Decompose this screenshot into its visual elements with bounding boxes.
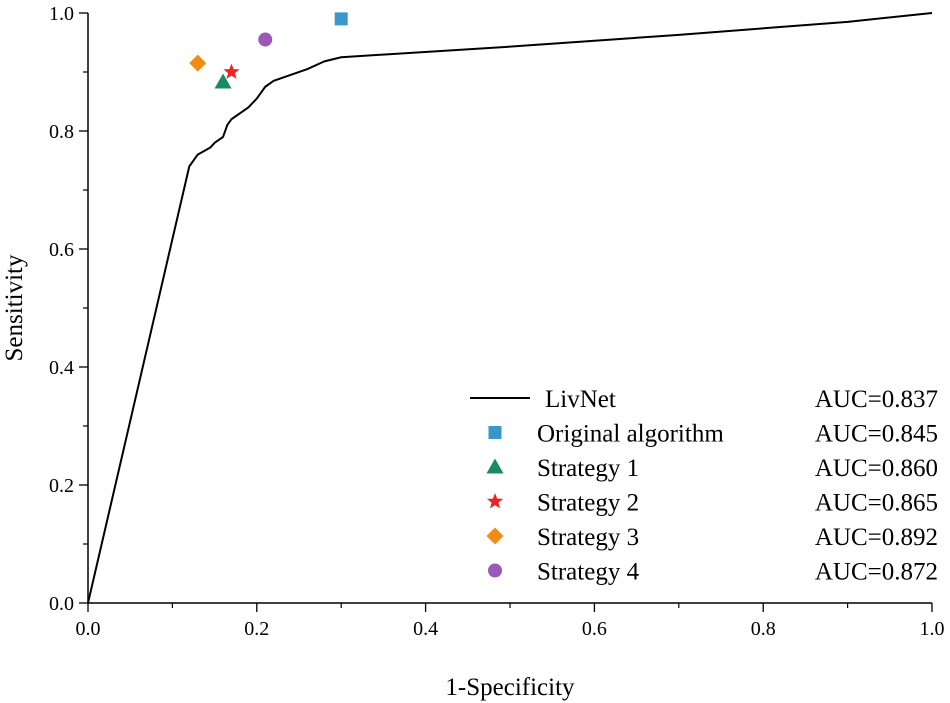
roc-curve-layer <box>87 12 933 604</box>
axes: 0.0 0.2 0.4 0.6 0.8 1.0 0.0 0.2 0.4 0.6 0.8 1.0 <box>49 3 945 640</box>
legend-marker-strategy-1 <box>486 458 504 474</box>
point-strategy-4 <box>258 32 273 47</box>
x-tick-label: 0.2 <box>244 618 269 640</box>
y-tick-label: 0.4 <box>49 357 74 379</box>
legend-label-strategy-1: Strategy 1 <box>537 455 639 482</box>
point-strategy-2 <box>223 63 240 79</box>
roc-curve-livnet <box>87 12 933 604</box>
point-strategy-3 <box>189 54 207 72</box>
legend-auc-strategy-2: AUC=0.865 <box>815 490 938 517</box>
legend-auc-livnet: AUC=0.837 <box>815 386 938 413</box>
point-original-algorithm <box>334 12 348 26</box>
y-axis-title: Sensitivity <box>1 254 28 361</box>
x-tick-label: 0.6 <box>582 618 607 640</box>
legend: LivNet AUC=0.837 Original algorithm AUC=0.8… <box>470 386 938 586</box>
legend-label-strategy-2: Strategy 2 <box>537 490 639 517</box>
legend-auc-strategy-3: AUC=0.892 <box>815 524 938 551</box>
x-tick-label: 0.8 <box>751 618 776 640</box>
point-strategy-1 <box>214 73 232 89</box>
points-layer <box>189 12 348 89</box>
y-tick-label: 0.6 <box>49 239 74 261</box>
x-tick-label: 0.4 <box>413 618 438 640</box>
y-tick-label: 0.0 <box>49 593 74 615</box>
x-tick-label: 1.0 <box>920 618 945 640</box>
legend-marker-strategy-2 <box>486 493 504 509</box>
legend-label-strategy-3: Strategy 3 <box>537 524 639 551</box>
legend-marker-original-algorithm <box>488 426 502 439</box>
legend-marker-strategy-4 <box>488 563 502 578</box>
legend-label-strategy-4: Strategy 4 <box>537 559 640 586</box>
legend-label-livnet: LivNet <box>545 386 616 413</box>
x-axis-title: 1-Specificity <box>445 674 575 701</box>
y-tick-label: 0.8 <box>49 121 74 143</box>
y-tick-label: 1.0 <box>49 3 74 25</box>
y-tick-label: 0.2 <box>49 475 74 497</box>
legend-label-original-algorithm: Original algorithm <box>537 421 724 448</box>
legend-auc-strategy-4: AUC=0.872 <box>815 559 938 586</box>
legend-marker-strategy-3 <box>486 527 504 545</box>
legend-auc-original-algorithm: AUC=0.845 <box>815 421 938 448</box>
legend-auc-strategy-1: AUC=0.860 <box>815 455 938 482</box>
x-tick-label: 0.0 <box>76 618 101 640</box>
